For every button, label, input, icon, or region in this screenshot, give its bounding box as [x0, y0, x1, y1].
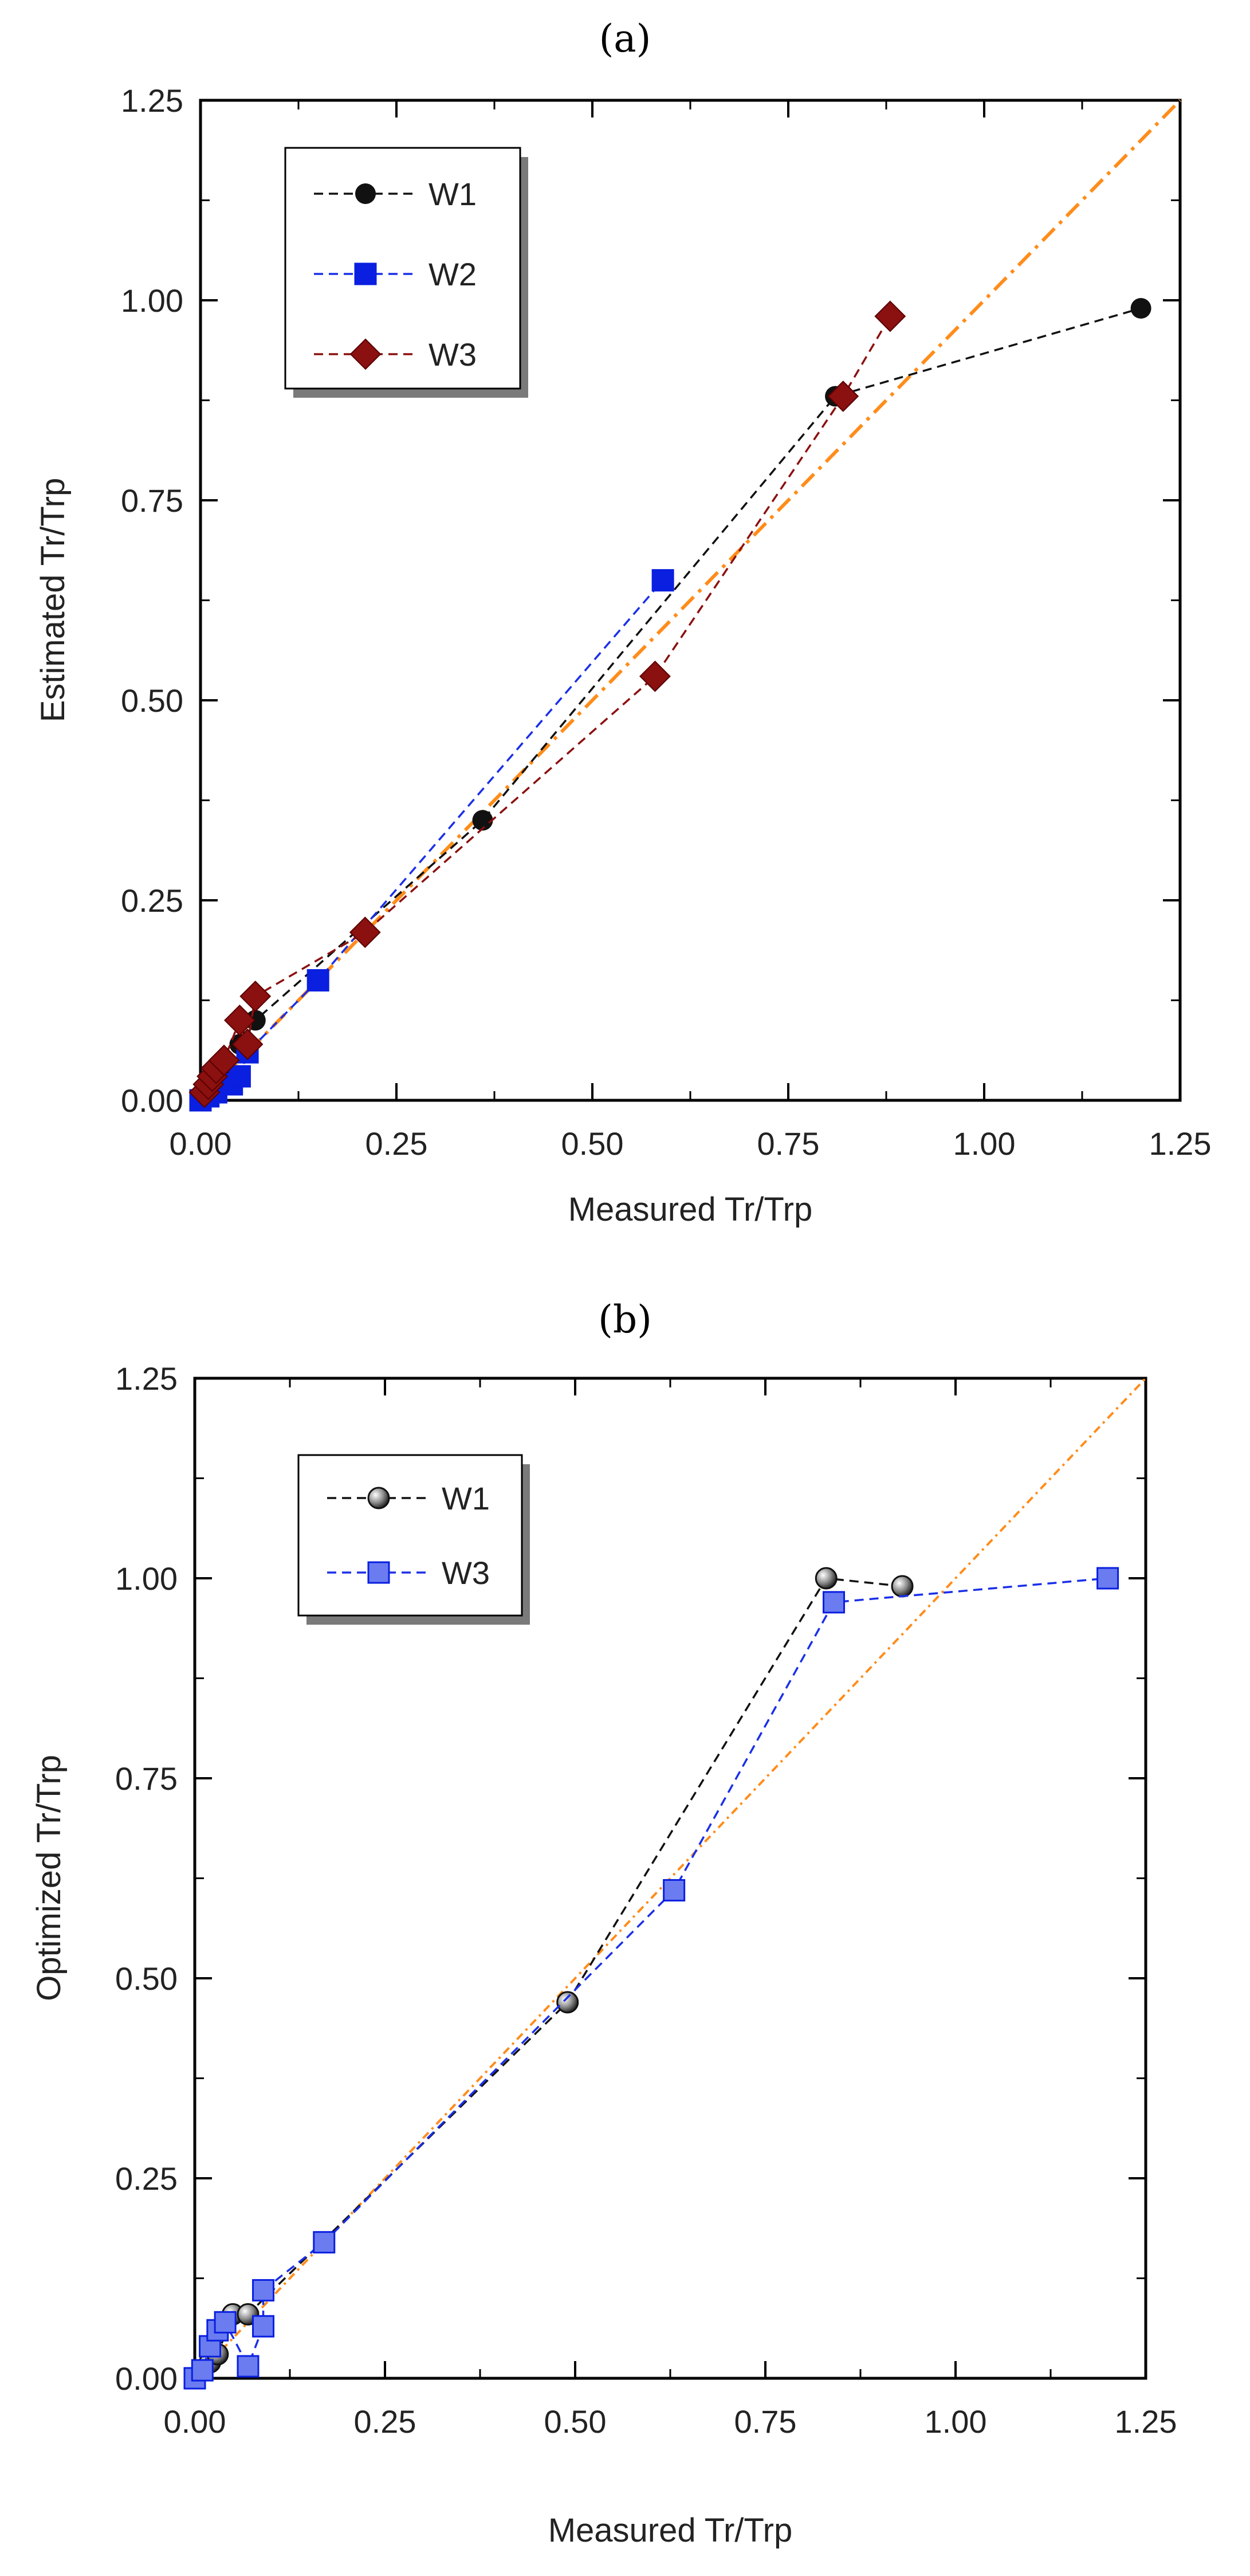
- data-point-w3: [639, 660, 671, 692]
- data-point-w3: [191, 2359, 214, 2382]
- legend-marker-w1: [355, 183, 376, 204]
- legend-marker-w1: [367, 1487, 390, 1509]
- data-point-w3: [1096, 1567, 1119, 1590]
- reference-line-b: [194, 1377, 1147, 2379]
- one-to-one-line: [194, 1377, 1147, 2379]
- legend-marker-w3: [349, 338, 382, 370]
- y-tick-label: 0.50: [121, 683, 183, 719]
- data-point-w1: [815, 1567, 838, 1590]
- y-tick-label: 0.25: [115, 2161, 178, 2197]
- x-tick-label: 1.00: [953, 1126, 1016, 1162]
- data-point-w2: [306, 969, 329, 992]
- data-point-w3: [214, 2311, 237, 2334]
- series-line-w1: [199, 307, 1142, 1101]
- x-tick-label: 0.75: [734, 2404, 797, 2440]
- data-point-w3: [874, 300, 906, 332]
- x-tick-label: 1.25: [1115, 2404, 1177, 2440]
- legend-b: W1 W3: [297, 1454, 530, 1625]
- data-point-w3: [231, 1028, 264, 1060]
- data-point-w3: [237, 2355, 260, 2378]
- y-axis-title-a: Estimated Tr/Trp: [34, 478, 72, 723]
- legend-label-w1: W1: [442, 1480, 490, 1516]
- x-axis-title-b: Measured Tr/Trp: [548, 2512, 793, 2549]
- x-tick-label: 1.00: [925, 2404, 987, 2440]
- legend-marker-w3: [367, 1561, 390, 1584]
- data-point-w3: [827, 381, 859, 412]
- series-line-w2: [200, 579, 664, 1101]
- y-tick-label: 1.00: [121, 283, 183, 319]
- series-a: [188, 297, 1151, 1112]
- legend-box-a: [284, 147, 521, 390]
- y-tick-label: 0.25: [121, 883, 183, 919]
- data-point-w1: [891, 1575, 914, 1598]
- legend-label-w3: W3: [429, 336, 477, 373]
- series-line-w3: [194, 1577, 1108, 2379]
- data-point-w3: [223, 1004, 255, 1036]
- data-point-w2: [228, 1065, 251, 1088]
- legend-label-w2: W2: [429, 256, 477, 292]
- data-point-w3: [239, 981, 272, 1012]
- legend-box-b: [297, 1454, 523, 1617]
- data-point-w3: [349, 916, 381, 948]
- x-tick-label: 0.00: [164, 2404, 226, 2440]
- series-b: [183, 1567, 1119, 2390]
- legend-marker-w2: [354, 262, 377, 285]
- chart-panel-b: (b) 0.00 0.25 0.50 0.75 1.00 1.25 0.00 0.25 0.50…: [30, 1297, 1177, 2549]
- x-axis-title-a: Measured Tr/Trp: [568, 1191, 813, 1228]
- data-point-w1: [556, 1991, 579, 2014]
- x-tick-label: 0.75: [757, 1126, 820, 1162]
- data-point-w2: [651, 569, 674, 592]
- data-point-w3: [252, 2315, 275, 2338]
- y-tick-label: 0.00: [121, 1083, 183, 1119]
- data-point-w3: [663, 1879, 686, 1901]
- y-tick-label: 1.25: [121, 83, 183, 119]
- y-tick-label: 1.25: [115, 1360, 178, 1397]
- y-tick-label: 0.00: [115, 2361, 178, 2397]
- data-point-w3: [252, 2279, 275, 2301]
- data-point-w3: [313, 2231, 336, 2254]
- y-axis-title-b: Optimized Tr/Trp: [30, 1755, 68, 2001]
- data-point-w3: [208, 1044, 240, 1076]
- data-point-w3: [823, 1591, 846, 1614]
- legend-a: W1 W2 W3: [284, 147, 528, 398]
- series-line-w1: [194, 1577, 903, 2379]
- y-tick-label: 0.50: [115, 1961, 178, 1997]
- legend-label-w1: W1: [429, 176, 477, 212]
- x-tick-label: 0.25: [365, 1126, 428, 1162]
- data-point-w1: [472, 810, 493, 831]
- x-tick-label: 1.25: [1149, 1126, 1212, 1162]
- y-tick-label: 0.75: [115, 1761, 178, 1797]
- y-tick-label: 1.00: [115, 1561, 178, 1597]
- y-tick-label: 0.75: [121, 483, 183, 519]
- ticks-b: 0.00 0.25 0.50 0.75 1.00 1.25 0.00 0.25 0.50 0.75…: [115, 1360, 1177, 2440]
- data-point-w1: [1130, 297, 1151, 319]
- panel-label-b: (b): [598, 1297, 652, 1342]
- panel-label-a: (a): [599, 17, 651, 61]
- x-tick-label: 0.50: [561, 1126, 624, 1162]
- x-tick-label: 0.25: [354, 2404, 416, 2440]
- chart-panel-a: (a) 0.00 0.25 0.50 0.75 1.00 1.25 0.00 0.25 0.50…: [34, 17, 1212, 1228]
- x-tick-label: 0.00: [170, 1126, 232, 1162]
- x-tick-label: 0.50: [544, 2404, 607, 2440]
- ticks-a: 0.00 0.25 0.50 0.75 1.00 1.25 0.00 0.25 0.50 0.75…: [121, 83, 1212, 1162]
- legend-label-w3: W3: [442, 1555, 490, 1591]
